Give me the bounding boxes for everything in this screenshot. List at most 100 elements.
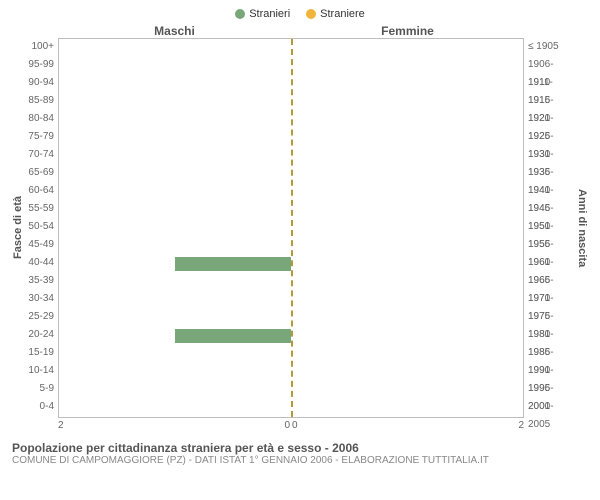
birth-tick: 1931-1935 bbox=[528, 146, 574, 164]
birth-tick: 1981-1985 bbox=[528, 326, 574, 344]
pyramid-row-female bbox=[291, 129, 523, 147]
legend-label: Straniere bbox=[320, 8, 365, 20]
birth-tick: 1906-1910 bbox=[528, 56, 574, 74]
birth-tick: 1991-1995 bbox=[528, 362, 574, 380]
y-axis-right-ticks: ≤ 19051906-19101911-19151916-19201921-19… bbox=[524, 38, 574, 418]
pyramid-row-female bbox=[291, 183, 523, 201]
age-tick: 20-24 bbox=[26, 326, 54, 344]
pyramid-row-male bbox=[59, 273, 291, 291]
pyramid-row-male bbox=[59, 309, 291, 327]
pyramid-row-male bbox=[59, 111, 291, 129]
age-tick: 10-14 bbox=[26, 362, 54, 380]
pyramid-row-female bbox=[291, 165, 523, 183]
age-tick: 85-89 bbox=[26, 92, 54, 110]
header-female: Femmine bbox=[291, 24, 524, 38]
female-half bbox=[291, 39, 523, 417]
column-headers: Maschi Femmine bbox=[12, 24, 588, 38]
x-axis-right: 0 2 bbox=[291, 420, 524, 431]
birth-tick: 1971-1975 bbox=[528, 290, 574, 308]
pyramid-row-female bbox=[291, 381, 523, 399]
pyramid-row-male bbox=[59, 255, 291, 273]
pyramid-row-female bbox=[291, 75, 523, 93]
legend-item-stranieri: Stranieri bbox=[235, 8, 290, 20]
pyramid-row-female bbox=[291, 345, 523, 363]
age-tick: 50-54 bbox=[26, 218, 54, 236]
x-tick: 2 bbox=[58, 420, 64, 431]
pyramid-row-female bbox=[291, 111, 523, 129]
x-tick: 0 bbox=[284, 420, 290, 431]
pyramid-row-male bbox=[59, 327, 291, 345]
swatch-icon bbox=[235, 9, 245, 19]
pyramid-row-female bbox=[291, 39, 523, 57]
pyramid-row-female bbox=[291, 273, 523, 291]
y-axis-left-ticks: 100+95-9990-9485-8980-8475-7970-7465-696… bbox=[26, 38, 58, 418]
birth-tick: 1941-1945 bbox=[528, 182, 574, 200]
male-half bbox=[59, 39, 291, 417]
pyramid-row-female bbox=[291, 201, 523, 219]
plot bbox=[58, 38, 524, 418]
age-tick: 55-59 bbox=[26, 200, 54, 218]
birth-tick: 1966-1970 bbox=[528, 272, 574, 290]
birth-tick: 1926-1930 bbox=[528, 128, 574, 146]
age-tick: 0-4 bbox=[26, 398, 54, 416]
birth-tick: 1951-1955 bbox=[528, 218, 574, 236]
header-male: Maschi bbox=[58, 24, 291, 38]
birth-tick: 1936-1940 bbox=[528, 164, 574, 182]
pyramid-row-female bbox=[291, 255, 523, 273]
pyramid-row-female bbox=[291, 219, 523, 237]
x-axis: 2 0 0 2 bbox=[12, 420, 588, 431]
pyramid-row-male bbox=[59, 129, 291, 147]
age-tick: 100+ bbox=[26, 38, 54, 56]
pyramid-row-male bbox=[59, 291, 291, 309]
pyramid-row-female bbox=[291, 399, 523, 417]
x-axis-left: 2 0 bbox=[58, 420, 291, 431]
birth-tick: 1911-1915 bbox=[528, 74, 574, 92]
birth-tick: 1986-1990 bbox=[528, 344, 574, 362]
age-tick: 35-39 bbox=[26, 272, 54, 290]
age-tick: 25-29 bbox=[26, 308, 54, 326]
y-axis-left-title: Fasce di età bbox=[12, 38, 26, 418]
age-tick: 70-74 bbox=[26, 146, 54, 164]
legend-label: Stranieri bbox=[249, 8, 290, 20]
chart-title: Popolazione per cittadinanza straniera p… bbox=[12, 441, 588, 455]
center-divider bbox=[291, 39, 293, 417]
age-tick: 30-34 bbox=[26, 290, 54, 308]
y-axis-right-title: Anni di nascita bbox=[574, 38, 588, 418]
pyramid-row-female bbox=[291, 57, 523, 75]
birth-tick: 1946-1950 bbox=[528, 200, 574, 218]
pyramid-row-female bbox=[291, 363, 523, 381]
pyramid-row-male bbox=[59, 219, 291, 237]
pyramid-row-male bbox=[59, 75, 291, 93]
pyramid-row-male bbox=[59, 201, 291, 219]
pyramid-row-male bbox=[59, 147, 291, 165]
bar-male bbox=[175, 257, 291, 271]
age-tick: 15-19 bbox=[26, 344, 54, 362]
x-tick: 0 bbox=[292, 420, 298, 431]
pyramid-row-female bbox=[291, 291, 523, 309]
pyramid-row-female bbox=[291, 147, 523, 165]
age-tick: 80-84 bbox=[26, 110, 54, 128]
pyramid-row-male bbox=[59, 93, 291, 111]
chart-area: Fasce di età 100+95-9990-9485-8980-8475-… bbox=[12, 38, 588, 418]
age-tick: 75-79 bbox=[26, 128, 54, 146]
age-tick: 90-94 bbox=[26, 74, 54, 92]
age-tick: 5-9 bbox=[26, 380, 54, 398]
birth-tick: 2001-2005 bbox=[528, 398, 574, 416]
birth-tick: 1956-1960 bbox=[528, 236, 574, 254]
pyramid-row-female bbox=[291, 237, 523, 255]
birth-tick: 1961-1965 bbox=[528, 254, 574, 272]
pyramid-row-female bbox=[291, 93, 523, 111]
pyramid-row-male bbox=[59, 183, 291, 201]
legend: Stranieri Straniere bbox=[12, 8, 588, 20]
footer: Popolazione per cittadinanza straniera p… bbox=[12, 441, 588, 466]
pyramid-row-male bbox=[59, 363, 291, 381]
age-tick: 40-44 bbox=[26, 254, 54, 272]
bar-male bbox=[175, 329, 291, 343]
age-tick: 60-64 bbox=[26, 182, 54, 200]
pyramid-row-male bbox=[59, 345, 291, 363]
birth-tick: 1921-1925 bbox=[528, 110, 574, 128]
age-tick: 45-49 bbox=[26, 236, 54, 254]
age-tick: 95-99 bbox=[26, 56, 54, 74]
pyramid-row-female bbox=[291, 309, 523, 327]
pyramid-row-male bbox=[59, 381, 291, 399]
